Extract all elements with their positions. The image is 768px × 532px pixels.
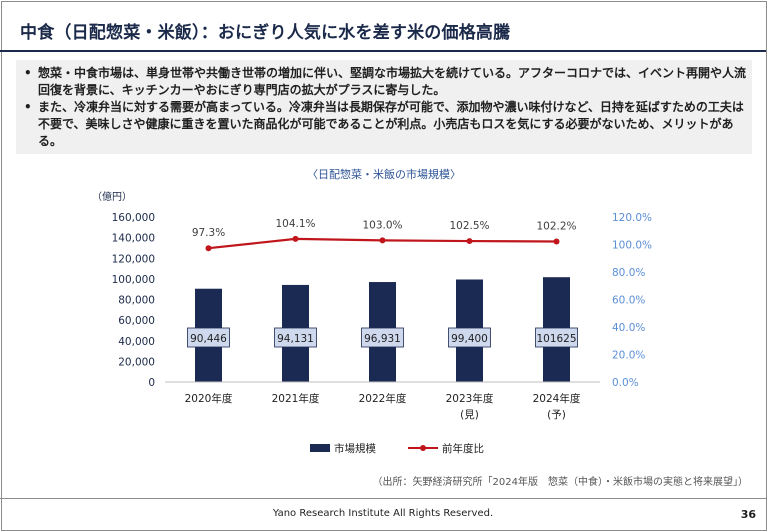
bullet-mark: •: [24, 66, 32, 80]
bar-value-label: 101625: [536, 333, 576, 345]
market-size-chart: 〈日配惣菜・米飯の市場規模〉 （億円） 0 20,000 40,000 60,000 8…: [92, 167, 652, 455]
title-divider: [0, 50, 766, 52]
line-point-yoy: [205, 245, 212, 252]
bar-value-label: 96,931: [364, 333, 401, 345]
legend-label-yoy: 前年度比: [442, 442, 484, 455]
line-point-yoy: [292, 235, 299, 242]
bar-value-label: 94,131: [277, 333, 314, 345]
y-left-tick-label: 40,000: [118, 336, 155, 348]
line-value-label: 103.0%: [362, 219, 402, 231]
footer-divider: [0, 498, 766, 499]
y-left-tick-label: 0: [148, 377, 155, 389]
y-left-tick-label: 140,000: [112, 233, 155, 245]
line-value-label: 104.1%: [275, 218, 315, 230]
bar-value-label: 90,446: [190, 333, 227, 345]
plot-area: 0 20,000 40,000 60,000 80,000 100,000 120,000 1…: [112, 212, 652, 455]
line-point-yoy: [379, 237, 386, 244]
bullet-text: また、冷凍弁当に対する需要が高まっている。冷凍弁当は長期保存が可能で、添加物や濃…: [38, 100, 744, 148]
x-category-label: 2022年度: [359, 392, 407, 405]
bar-value-label: 99,400: [451, 333, 488, 345]
bullet-text: 惣菜・中食市場は、単身世帯や共働き世帯の増加に伴い、堅調な市場拡大を続けている。…: [38, 66, 747, 97]
x-category-label: 2020年度: [185, 392, 233, 405]
slide-title: 中食（日配惣菜・米飯）：おにぎり人気に水を差す米の価格高騰: [20, 23, 511, 43]
bar-value-label-box: [361, 327, 404, 348]
x-category-label: 2023年度: [446, 392, 494, 405]
y-left-tick-label: 100,000: [112, 274, 155, 286]
chart-title: 〈日配惣菜・米飯の市場規模〉: [307, 167, 461, 181]
bullet-mark: •: [24, 100, 32, 114]
y-right-tick-label: 0.0%: [612, 377, 639, 389]
bar-value-label-box: [535, 327, 578, 348]
x-category-note: (予): [547, 409, 566, 421]
y-left-tick-label: 120,000: [112, 253, 155, 265]
y-axis-unit-label: （億円）: [92, 190, 132, 203]
source-note: （出所：矢野経済研究所「2024年版 惣菜（中食）・米飯市場の実態と将来展望」）: [372, 477, 748, 488]
y-right-tick-label: 60.0%: [612, 295, 645, 307]
y-right-tick-label: 100.0%: [612, 240, 652, 252]
y-right-tick-label: 40.0%: [612, 322, 645, 334]
legend-swatch-market-size: [310, 444, 330, 452]
legend-swatch-yoy-point: [420, 445, 426, 451]
y-left-tick-label: 20,000: [118, 356, 155, 368]
line-value-label: 102.2%: [536, 220, 576, 232]
line-value-label: 102.5%: [449, 220, 489, 232]
bar-value-label-box: [448, 327, 491, 348]
bar-value-label-box: [187, 327, 230, 348]
x-category-label: 2021年度: [272, 392, 320, 405]
bar-value-label-box: [274, 327, 317, 348]
line-point-yoy: [553, 238, 560, 245]
x-category-note: (見): [460, 409, 479, 421]
x-category-label: 2024年度: [533, 392, 581, 405]
y-right-tick-label: 120.0%: [612, 212, 652, 224]
line-point-yoy: [466, 238, 473, 245]
line-value-label: 97.3%: [192, 227, 225, 239]
page-number: 36: [740, 508, 756, 521]
y-left-tick-label: 80,000: [118, 295, 155, 307]
y-left-tick-label: 160,000: [112, 212, 155, 224]
y-left-tick-label: 60,000: [118, 315, 155, 327]
legend-label-market-size: 市場規模: [334, 442, 376, 455]
footer-copyright: Yano Research Institute All Rights Reser…: [272, 508, 494, 519]
y-right-tick-label: 80.0%: [612, 267, 645, 279]
bullet-box: • 惣菜・中食市場は、単身世帯や共働き世帯の増加に伴い、堅調な市場拡大を続けてい…: [16, 60, 752, 154]
y-right-tick-label: 20.0%: [612, 350, 645, 362]
